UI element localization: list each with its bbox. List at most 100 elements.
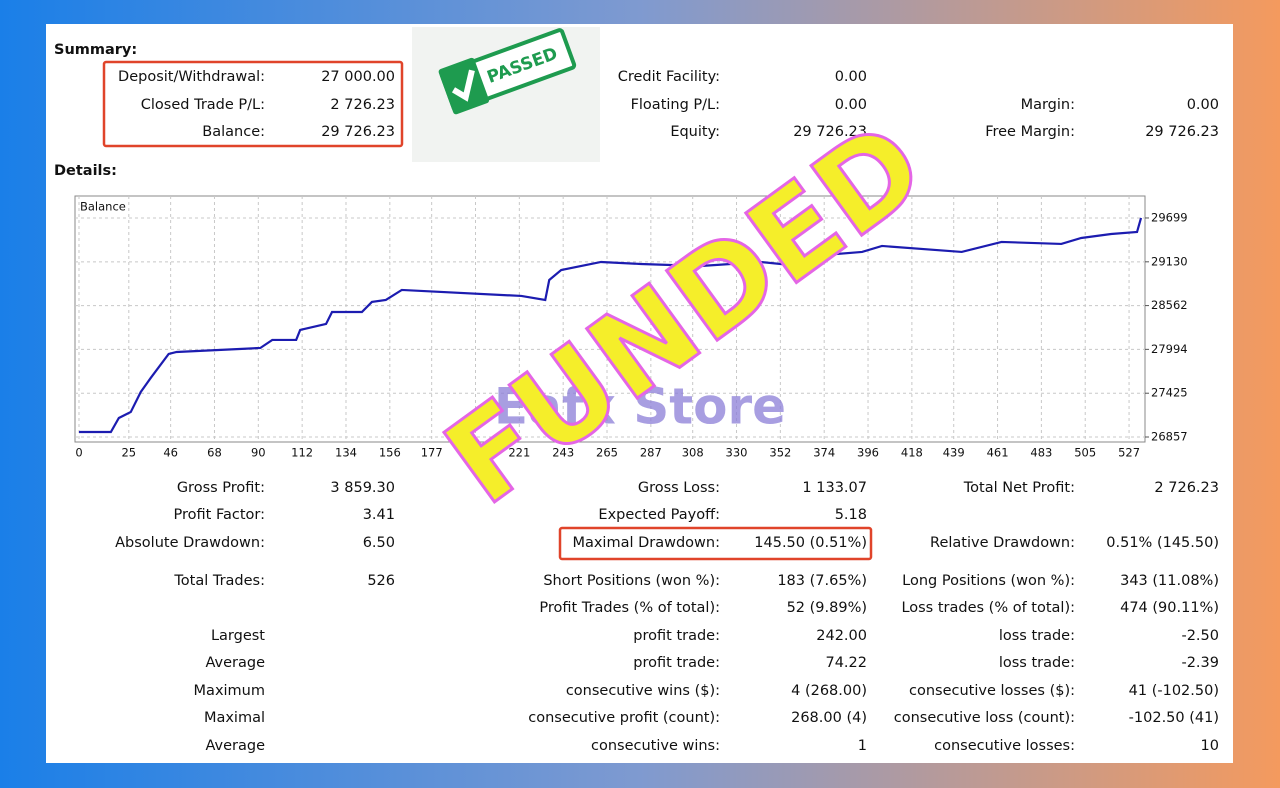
stat-value: 183 (7.65%) <box>777 573 867 589</box>
stat-value: 29 726.23 <box>321 124 395 140</box>
stat-label: Deposit/Withdrawal: <box>118 69 265 85</box>
x-tick-label: 90 <box>251 446 266 460</box>
y-tick-label: 29130 <box>1151 254 1188 268</box>
stat-value: 0.00 <box>835 69 867 85</box>
stat-label: consecutive wins ($): <box>566 683 720 699</box>
stat-label: Equity: <box>670 124 720 140</box>
x-tick-label: 0 <box>75 446 82 460</box>
stat-label: Profit Factor: <box>174 507 265 523</box>
plot-frame <box>74 195 1146 443</box>
stat-label: Maximum <box>194 683 265 699</box>
stat-value: 3.41 <box>363 507 395 523</box>
stat-value: 52 (9.89%) <box>787 600 867 616</box>
summary-title: Summary: <box>54 42 137 58</box>
balance-line <box>78 217 1143 434</box>
stat-value: 0.00 <box>1187 97 1219 113</box>
x-tick-label: 461 <box>987 446 1009 460</box>
stat-label: Relative Drawdown: <box>930 535 1075 551</box>
x-tick-label: 25 <box>121 446 136 460</box>
stat-value: 5.18 <box>835 507 867 523</box>
x-tick-label: 221 <box>508 446 530 460</box>
x-tick-label: 156 <box>379 446 401 460</box>
stat-value: 41 (-102.50) <box>1129 683 1219 699</box>
y-tick-label: 27425 <box>1151 386 1188 400</box>
stat-value: 3 859.30 <box>330 480 395 496</box>
x-tick-label: 112 <box>291 446 313 460</box>
stat-value: -2.39 <box>1181 655 1219 671</box>
stat-value: 343 (11.08%) <box>1120 573 1219 589</box>
stat-label: consecutive losses ($): <box>909 683 1075 699</box>
stat-value: 2 726.23 <box>330 97 395 113</box>
x-tick-label: 374 <box>813 446 835 460</box>
stat-value: -2.50 <box>1181 628 1219 644</box>
stat-label: consecutive loss (count): <box>894 710 1075 726</box>
y-tick-label: 29699 <box>1151 210 1188 224</box>
legend-label: Balance <box>80 200 126 214</box>
x-tick-label: 527 <box>1118 446 1140 460</box>
stat-label: Credit Facility: <box>618 69 720 85</box>
stat-value: 6.50 <box>363 535 395 551</box>
stat-value: 0.51% (145.50) <box>1106 535 1219 551</box>
stat-label: consecutive wins: <box>591 738 720 754</box>
stat-label: Average <box>205 655 265 671</box>
stat-label: Floating P/L: <box>631 97 720 113</box>
stat-value: 0.00 <box>835 97 867 113</box>
y-tick-label: 28562 <box>1151 298 1188 312</box>
stat-label: loss trade: <box>999 628 1075 644</box>
x-tick-label: 308 <box>682 446 704 460</box>
stat-value: 74.22 <box>825 655 867 671</box>
stat-label: Total Net Profit: <box>963 480 1075 496</box>
stat-label: profit trade: <box>633 655 720 671</box>
stat-value: 268.00 (4) <box>791 710 867 726</box>
x-tick-label: 418 <box>901 446 923 460</box>
stat-label: Long Positions (won %): <box>902 573 1075 589</box>
stat-value: 1 133.07 <box>802 480 867 496</box>
stat-label: Largest <box>211 628 265 644</box>
stat-label: Gross Profit: <box>177 480 265 496</box>
watermark: Eafx Store <box>494 378 786 436</box>
details-title: Details: <box>54 163 117 179</box>
stat-label: Short Positions (won %): <box>543 573 720 589</box>
balance-chart: 26857 27425 27994 28562 29130 29699 0 25 46 68 90 1… <box>74 195 1188 460</box>
stat-label: Average <box>205 738 265 754</box>
stat-value: 29 726.23 <box>793 124 867 140</box>
stat-label: Loss trades (% of total): <box>901 600 1075 616</box>
stat-value: 27 000.00 <box>321 69 395 85</box>
x-tick-label: 199 <box>465 446 487 460</box>
x-tick-label: 177 <box>421 446 443 460</box>
stat-label: profit trade: <box>633 628 720 644</box>
x-tick-label: 352 <box>769 446 791 460</box>
stat-value: 145.50 (0.51%) <box>754 535 867 551</box>
y-tick-label: 27994 <box>1151 342 1188 356</box>
stat-label: Profit Trades (% of total): <box>539 600 720 616</box>
stamp-bg <box>412 27 600 162</box>
x-tick-label: 134 <box>335 446 357 460</box>
stat-label: Closed Trade P/L: <box>141 97 265 113</box>
stat-label: Margin: <box>1021 97 1075 113</box>
stat-value: 242.00 <box>816 628 867 644</box>
stat-label: consecutive losses: <box>934 738 1075 754</box>
x-tick-label: 505 <box>1074 446 1096 460</box>
stat-label: consecutive profit (count): <box>528 710 720 726</box>
stat-label: Free Margin: <box>985 124 1075 140</box>
stat-label: Expected Payoff: <box>598 507 720 523</box>
stat-value: 526 <box>367 573 395 589</box>
x-tick-label: 287 <box>640 446 662 460</box>
x-tick-label: 396 <box>857 446 879 460</box>
stat-label: Maximal <box>204 710 265 726</box>
stat-value: 2 726.23 <box>1154 480 1219 496</box>
highlight-box <box>102 60 404 148</box>
x-tick-label: 439 <box>943 446 965 460</box>
stat-value: -102.50 (41) <box>1129 710 1219 726</box>
stat-value: 1 <box>858 738 867 754</box>
x-tick-label: 483 <box>1030 446 1052 460</box>
stat-label: Maximal Drawdown: <box>572 535 720 551</box>
stat-value: 4 (268.00) <box>791 683 867 699</box>
x-tick-label: 68 <box>207 446 222 460</box>
stat-label: Absolute Drawdown: <box>115 535 265 551</box>
stat-value: 10 <box>1201 738 1219 754</box>
x-tick-label: 243 <box>552 446 574 460</box>
stat-value: 474 (90.11%) <box>1120 600 1219 616</box>
